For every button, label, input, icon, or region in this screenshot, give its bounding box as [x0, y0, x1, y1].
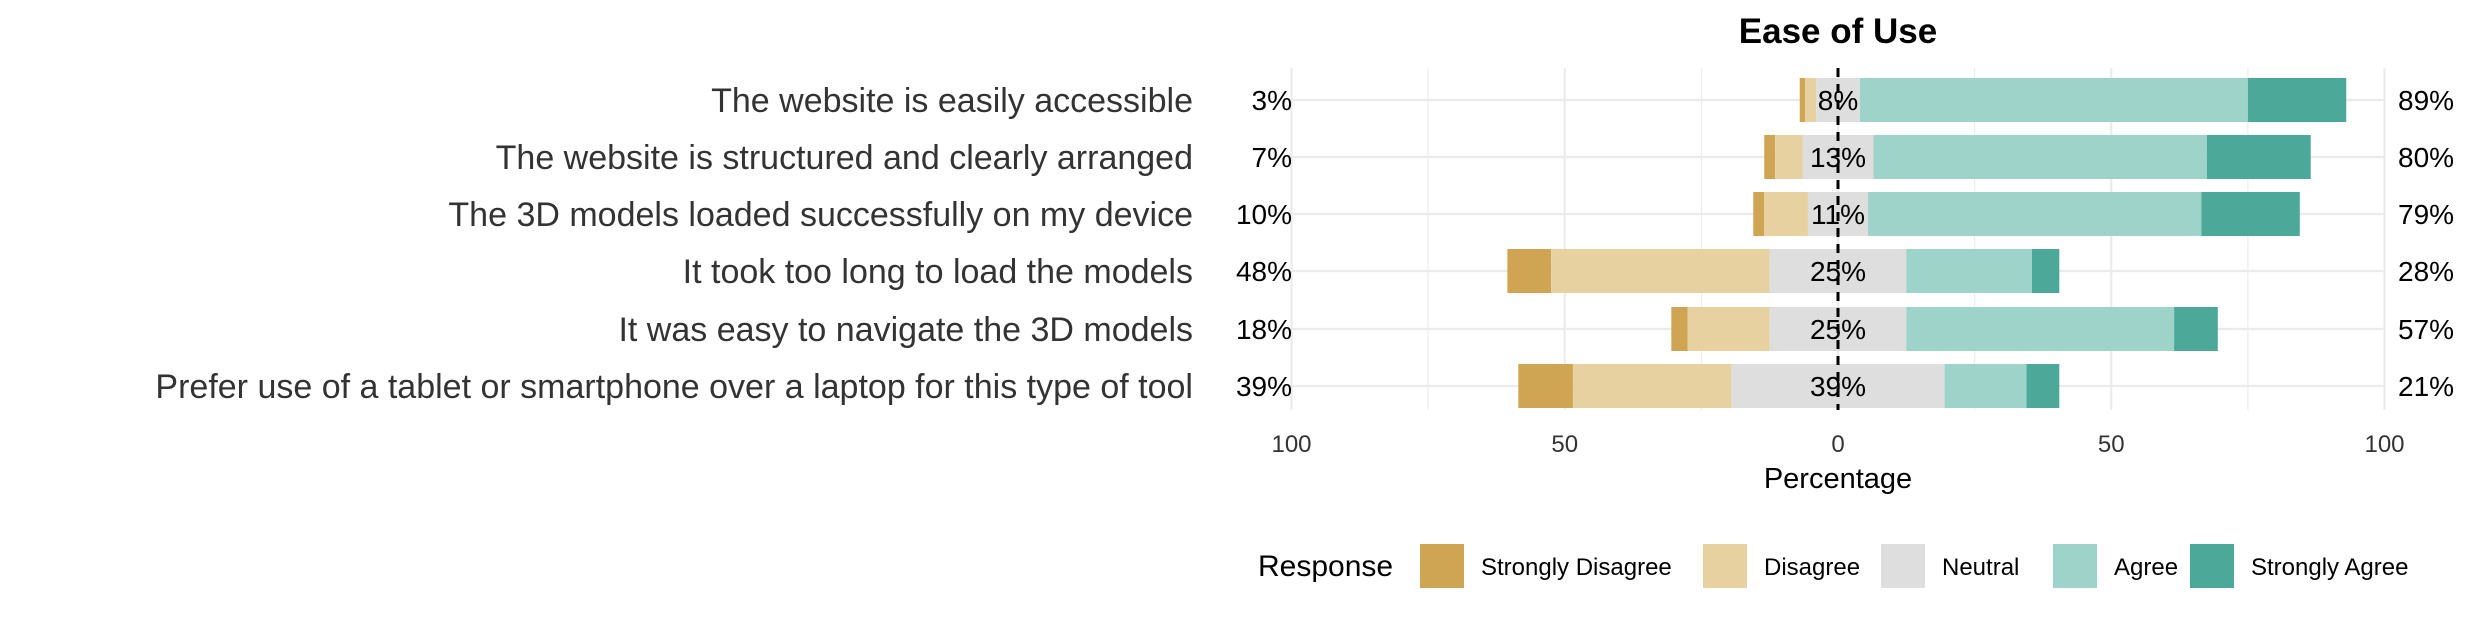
x-tick-label: 100 [2364, 431, 2404, 458]
bar-disagree [1551, 249, 1770, 293]
center-percent-label: 13% [1810, 142, 1866, 173]
chart-title: Ease of Use [1739, 12, 1937, 51]
bar-strongly-disagree [1764, 135, 1776, 179]
x-tick-label: 50 [2098, 431, 2125, 458]
bar-disagree [1805, 78, 1817, 122]
bar-strongly-agree [2032, 249, 2060, 293]
bar-disagree [1764, 192, 1808, 236]
right-percent-label: 79% [2398, 199, 2454, 230]
x-tick-label: 0 [1831, 431, 1844, 458]
left-percent-label: 7% [1252, 142, 1292, 173]
center-percent-label: 8% [1818, 85, 1858, 116]
x-tick-label: 100 [1271, 431, 1311, 458]
question-label: The website is easily accessible [711, 82, 1193, 120]
legend-label-agree: Agree [2114, 554, 2178, 581]
bar-agree [1868, 192, 2202, 236]
bar-strongly-disagree [1518, 364, 1573, 408]
bar-neutral [1769, 249, 1907, 293]
center-percent-label: 25% [1810, 314, 1866, 345]
bar-agree [1944, 364, 2027, 408]
bar-strongly-agree [2026, 364, 2060, 408]
legend-swatch-strongly-disagree [1420, 544, 1464, 588]
right-percent-label: 21% [2398, 371, 2454, 402]
legend-label-neutral: Neutral [1942, 554, 2019, 581]
legend-title: Response [1258, 550, 1393, 583]
bar-disagree [1572, 364, 1732, 408]
x-axis-ticks: 100 50 0 50 100 [1271, 431, 2404, 458]
bar-disagree [1687, 307, 1770, 351]
center-percent-label: 11% [1811, 199, 1865, 230]
bar-disagree [1775, 135, 1803, 179]
legend-swatch-strongly-agree [2190, 544, 2234, 588]
question-label: It took too long to load the models [683, 253, 1193, 291]
question-label: The website is structured and clearly ar… [496, 139, 1193, 177]
question-label: Prefer use of a tablet or smartphone ove… [155, 368, 1193, 406]
right-percent-label: 28% [2398, 256, 2454, 287]
question-label: The 3D models loaded successfully on my … [448, 196, 1193, 234]
left-percent-label: 39% [1236, 371, 1292, 402]
bar-strongly-agree [2174, 307, 2218, 351]
bar-agree [1906, 249, 2033, 293]
legend-swatch-disagree [1703, 544, 1747, 588]
bar-strongly-disagree [1671, 307, 1688, 351]
legend: Response Strongly Disagree Disagree Neutral… [1258, 544, 2408, 588]
legend-swatch-agree [2053, 544, 2097, 588]
center-percent-label: 39% [1810, 371, 1866, 402]
bar-strongly-agree [2206, 135, 2311, 179]
bar-strongly-disagree [1799, 78, 1806, 122]
question-label: It was easy to navigate the 3D models [618, 311, 1193, 349]
x-tick-label: 50 [1551, 431, 1578, 458]
bar-strongly-agree [2201, 192, 2300, 236]
legend-swatch-neutral [1881, 544, 1925, 588]
center-percent-label: 25% [1810, 256, 1866, 287]
left-percent-label: 3% [1252, 85, 1292, 116]
legend-label-strongly-disagree: Strongly Disagree [1481, 554, 1672, 581]
legend-label-disagree: Disagree [1764, 554, 1860, 581]
bar-strongly-disagree [1753, 192, 1765, 236]
left-percent-label: 18% [1236, 314, 1292, 345]
left-percent-label: 48% [1236, 256, 1292, 287]
legend-label-strongly-agree: Strongly Agree [2251, 554, 2408, 581]
bar-agree [1906, 307, 2175, 351]
bar-neutral [1731, 364, 1945, 408]
bar-agree [1873, 135, 2207, 179]
bar-strongly-disagree [1507, 249, 1552, 293]
x-axis-title: Percentage [1764, 463, 1912, 495]
bar-agree [1859, 78, 2248, 122]
right-percent-label: 80% [2398, 142, 2454, 173]
bars [1507, 68, 2347, 410]
right-percent-label: 57% [2398, 314, 2454, 345]
right-percent-label: 89% [2398, 85, 2454, 116]
row-labels: The website is easily accessible 3% 8% 89% T… [155, 82, 2454, 406]
left-percent-label: 10% [1236, 199, 1292, 230]
bar-strongly-agree [2247, 78, 2347, 122]
